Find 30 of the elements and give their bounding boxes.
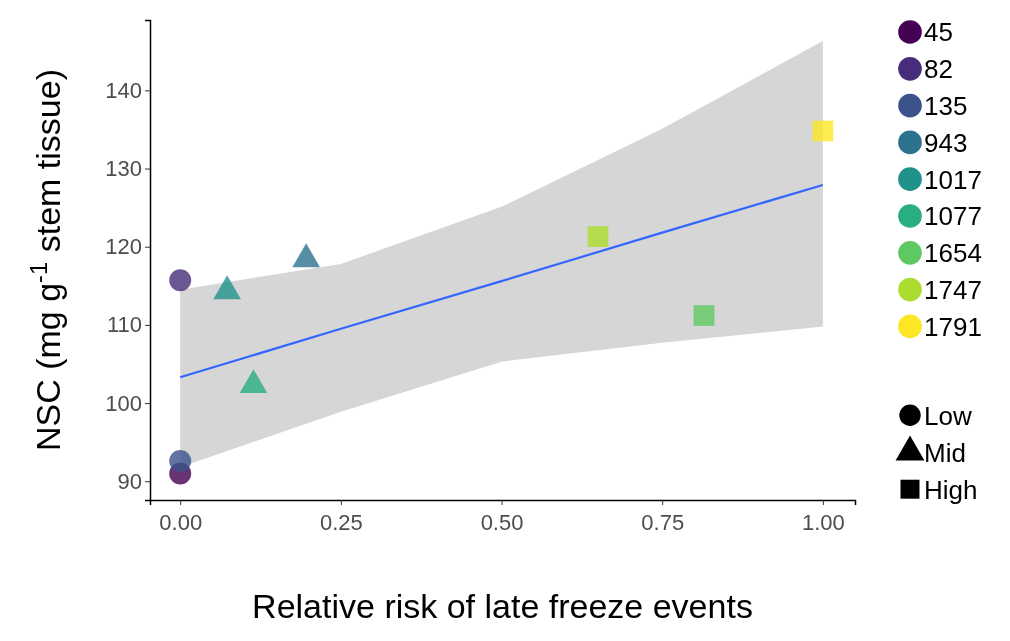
legend-label: 45 (924, 17, 953, 48)
legend-label: 1077 (924, 201, 982, 232)
legend-label: 135 (924, 90, 968, 121)
point (169, 269, 192, 292)
y-tick-label: 110 (106, 312, 142, 338)
x-axis-title: Relative risk of late freeze events (252, 587, 753, 625)
point (693, 305, 715, 326)
x-tick-label: 0.00 (159, 510, 203, 535)
legend-label: High (924, 474, 978, 505)
point (812, 120, 834, 142)
x-tick-label: 0.50 (480, 510, 524, 535)
legend-label: 943 (924, 127, 968, 158)
legend-label: 1654 (924, 238, 982, 269)
x-tick-label: 1.00 (801, 510, 845, 535)
x-tick-label: 0.25 (319, 510, 363, 535)
point (587, 226, 609, 247)
legend-label: Low (924, 400, 972, 431)
legend-label: 1747 (924, 274, 982, 305)
legend-label: 1017 (924, 164, 982, 195)
legend-label: Mid (924, 437, 966, 468)
y-tick-label: 120 (105, 234, 142, 260)
x-tick-label: 0.75 (641, 510, 685, 535)
y-tick-label: 140 (105, 77, 142, 103)
y-tick-label: 130 (105, 156, 142, 182)
line-series (179, 183, 824, 379)
y-tick-label: 90 (117, 468, 142, 494)
point (169, 449, 192, 472)
y-tick-label: 100 (105, 390, 142, 416)
legend-label: 82 (924, 54, 953, 85)
legend-label: 1791 (924, 311, 982, 342)
